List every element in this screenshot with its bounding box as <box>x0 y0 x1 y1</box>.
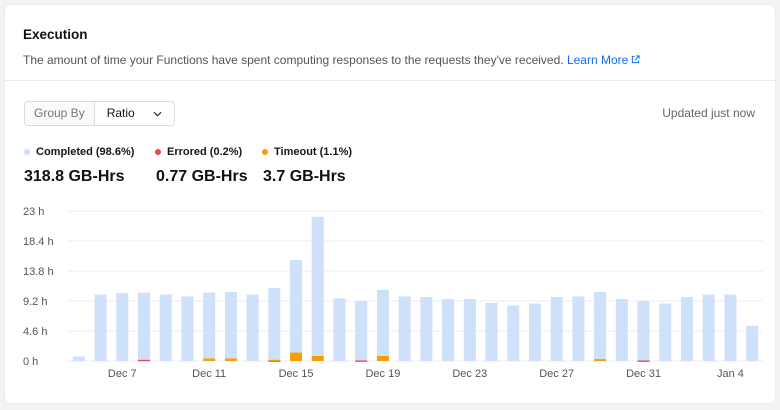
y-tick-label: 0 h <box>23 356 38 368</box>
group-by-select[interactable]: Ratio <box>95 102 174 125</box>
bar-timeout <box>376 355 389 361</box>
total-completed: 318.8 GB-Hrs <box>24 168 125 185</box>
bar-completed <box>507 305 520 361</box>
bar-completed <box>224 291 237 359</box>
x-tick-label: Dec 27 <box>539 368 574 380</box>
learn-more-label: Learn More <box>566 53 629 67</box>
bar-timeout <box>311 355 324 361</box>
legend-item-errored: Errored (0.2%) <box>155 146 242 158</box>
legend-item-timeout: Timeout (1.1%) <box>262 146 352 158</box>
bar-completed <box>116 293 129 361</box>
bar-completed <box>702 294 715 361</box>
bar-completed <box>72 356 85 361</box>
x-tick-label: Dec 31 <box>626 368 661 380</box>
bar-completed <box>94 294 107 361</box>
y-tick-label: 18.4 h <box>23 236 54 248</box>
bar-timeout <box>594 359 607 361</box>
updated-status: Updated just now <box>662 106 755 120</box>
chevron-down-icon <box>153 111 162 117</box>
bar-completed <box>442 299 455 361</box>
bar-completed <box>376 289 389 356</box>
y-tick-label: 4.6 h <box>23 326 47 338</box>
bar-completed <box>246 294 259 361</box>
bar-completed <box>680 297 693 361</box>
bar-errored <box>355 360 368 362</box>
bar-errored <box>637 360 650 362</box>
bar-completed <box>659 303 672 361</box>
legend-label-completed: Completed (98.6%) <box>36 146 135 158</box>
panel-description: The amount of time your Functions have s… <box>23 53 757 67</box>
execution-bar-chart: 0 h 4.6 h 9.2 h 13.8 h 18.4 h 23 h Dec 7 Dec 11… <box>23 206 763 380</box>
description-text: The amount of time your Functions have s… <box>23 53 564 67</box>
bar-completed <box>724 294 737 361</box>
bar-timeout <box>224 358 237 361</box>
x-tick-label: Dec 23 <box>452 368 487 380</box>
x-tick-label: Dec 15 <box>279 368 314 380</box>
total-timeout: 3.7 GB-Hrs <box>263 168 346 185</box>
bar-completed <box>355 301 368 361</box>
bar-timeout <box>268 359 281 362</box>
legend-item-completed: Completed (98.6%) <box>24 146 134 158</box>
bar-completed <box>290 259 303 353</box>
bar-completed <box>138 292 151 360</box>
y-tick-label: 23 h <box>23 206 44 218</box>
bar-completed <box>420 297 433 361</box>
total-errored: 0.77 GB-Hrs <box>156 168 248 185</box>
external-link-icon <box>632 55 640 64</box>
bar-completed <box>333 298 346 361</box>
bar-completed <box>398 296 411 361</box>
legend-dot-timeout <box>262 149 268 155</box>
bar-timeout <box>203 358 216 361</box>
bar-completed <box>550 297 563 361</box>
group-by-label: Group By <box>25 102 95 125</box>
bar-completed <box>463 299 476 361</box>
group-by-value: Ratio <box>106 106 135 120</box>
panel-header: Execution The amount of time your Functi… <box>5 5 775 81</box>
bar-completed <box>572 296 585 361</box>
bar-completed <box>594 291 607 360</box>
bar-errored <box>138 359 151 362</box>
bar-completed <box>528 303 541 361</box>
learn-more-link[interactable]: Learn More <box>567 53 640 67</box>
execution-panel: Execution The amount of time your Functi… <box>4 4 776 404</box>
bar-timeout <box>290 352 303 361</box>
bar-completed <box>159 294 172 361</box>
x-tick-label: Jan 4 <box>717 368 744 380</box>
x-tick-label: Dec 19 <box>365 368 400 380</box>
group-by-control: Group By Ratio <box>24 101 175 126</box>
legend-dot-errored <box>155 149 161 155</box>
bar-completed <box>615 299 628 361</box>
x-tick-label: Dec 11 <box>192 368 226 380</box>
bar-completed <box>268 287 281 360</box>
y-tick-label: 13.8 h <box>23 266 54 278</box>
y-tick-label: 9.2 h <box>23 296 47 308</box>
bar-completed <box>181 296 194 361</box>
bar-completed <box>746 325 759 361</box>
bar-completed <box>637 301 650 361</box>
legend-label-errored: Errored (0.2%) <box>167 146 243 158</box>
legend-label-timeout: Timeout (1.1%) <box>274 146 353 158</box>
bar-completed <box>311 216 324 356</box>
bar-completed <box>203 292 216 359</box>
bar-completed <box>485 302 498 361</box>
legend-dot-completed <box>24 149 30 155</box>
panel-title: Execution <box>23 27 88 42</box>
x-tick-label: Dec 7 <box>108 368 137 380</box>
